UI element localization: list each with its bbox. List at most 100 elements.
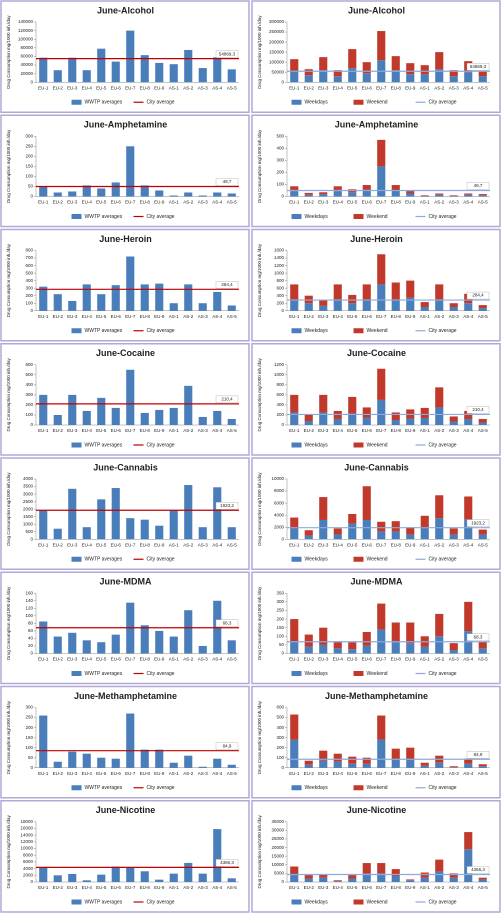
bar-segment bbox=[333, 534, 342, 540]
bar-segment bbox=[348, 875, 357, 879]
y-tick-label: 2500 bbox=[23, 499, 34, 504]
bar bbox=[82, 284, 91, 311]
bar bbox=[97, 642, 106, 654]
bar-segment bbox=[391, 412, 400, 420]
legend-label: City average bbox=[147, 671, 175, 677]
bar-segment bbox=[362, 62, 371, 74]
x-tick-label: EU-5 bbox=[347, 428, 358, 433]
bar-segment bbox=[464, 418, 473, 425]
bar-segment bbox=[478, 308, 487, 311]
bar bbox=[198, 873, 207, 882]
y-tick-label: 80000 bbox=[20, 45, 33, 50]
x-tick-label: AS-4 bbox=[463, 771, 474, 776]
bar-segment bbox=[420, 407, 429, 418]
bar-segment bbox=[348, 878, 357, 882]
x-tick-label: EU-2 bbox=[53, 885, 64, 890]
bar-segment bbox=[333, 761, 342, 768]
bar-segment bbox=[449, 534, 458, 540]
legend-label: City average bbox=[429, 899, 457, 905]
bar-segment bbox=[290, 284, 299, 300]
bar-segment bbox=[333, 753, 342, 762]
bar bbox=[198, 195, 207, 197]
legend-swatch bbox=[71, 671, 82, 676]
y-tick-label: 8000 bbox=[274, 488, 285, 493]
x-tick-label: AS-2 bbox=[183, 428, 194, 433]
y-tick-label: 400 bbox=[276, 293, 284, 298]
y-tick-label: 40000 bbox=[20, 62, 33, 67]
bar bbox=[198, 416, 207, 425]
bar bbox=[198, 303, 207, 311]
y-tick-label: 700 bbox=[25, 255, 33, 260]
city-average-label: 284,4 bbox=[472, 293, 484, 298]
bar-segment bbox=[304, 420, 313, 425]
legend-label: City average bbox=[429, 442, 457, 448]
x-tick-label: AS-5 bbox=[227, 885, 238, 890]
bar-segment bbox=[406, 622, 415, 644]
y-axis-label: Drug Consumption mg/1000 inh./day bbox=[6, 814, 11, 888]
bar-segment bbox=[304, 192, 313, 195]
chart-panel: June-Methamphetamine Drug Consumption mg/… bbox=[0, 685, 250, 799]
bar-segment bbox=[391, 419, 400, 425]
bar bbox=[198, 766, 207, 768]
bar-segment bbox=[391, 641, 400, 654]
y-tick-label: 30000 bbox=[271, 828, 284, 833]
legend-label: City average bbox=[147, 328, 175, 334]
x-tick-label: EU-4 bbox=[333, 885, 344, 890]
legend-label: City average bbox=[147, 899, 175, 905]
x-tick-label: AS-1 bbox=[169, 428, 180, 433]
bar-segment bbox=[304, 634, 313, 647]
x-tick-label: EU-3 bbox=[67, 885, 78, 890]
x-tick-label: EU-6 bbox=[362, 85, 373, 90]
x-tick-label: EU-6 bbox=[362, 771, 373, 776]
x-tick-label: EU-3 bbox=[67, 542, 78, 547]
bar-segment bbox=[304, 303, 313, 311]
bar-segment bbox=[348, 49, 357, 69]
y-tick-label: 6000 bbox=[23, 859, 34, 864]
x-tick-label: EU-8 bbox=[140, 771, 151, 776]
bar bbox=[213, 291, 222, 311]
bar bbox=[97, 48, 106, 83]
legend-label: City average bbox=[429, 557, 457, 563]
x-tick-label: EU-5 bbox=[347, 542, 358, 547]
y-tick-label: 0 bbox=[30, 651, 33, 656]
bar-segment bbox=[319, 750, 328, 761]
x-tick-label: AS-4 bbox=[463, 314, 474, 319]
x-tick-label: AS-1 bbox=[420, 428, 431, 433]
y-axis-label: Drug Consumption mg/1000 inh./day bbox=[257, 129, 262, 203]
x-tick-label: EU-1 bbox=[38, 428, 49, 433]
bar-segment bbox=[435, 194, 444, 197]
x-tick-label: EU-7 bbox=[376, 428, 387, 433]
x-tick-label: AS-2 bbox=[434, 885, 445, 890]
x-tick-label: EU-5 bbox=[96, 314, 107, 319]
bar bbox=[53, 636, 62, 654]
value-label-box bbox=[466, 63, 490, 71]
bar-segment bbox=[362, 863, 371, 874]
x-tick-label: EU-7 bbox=[125, 85, 136, 90]
y-tick-label: 2000 bbox=[23, 506, 34, 511]
y-tick-label: 0 bbox=[30, 79, 33, 84]
x-tick-label: EU-2 bbox=[53, 542, 64, 547]
y-tick-label: 600 bbox=[276, 705, 284, 710]
bar bbox=[169, 510, 178, 540]
y-tick-label: 1200 bbox=[274, 263, 285, 268]
bar-segment bbox=[435, 636, 444, 654]
x-tick-label: EU-8 bbox=[391, 314, 402, 319]
x-tick-label: AS-3 bbox=[198, 657, 209, 662]
bar-segment bbox=[420, 646, 429, 654]
bar bbox=[68, 873, 77, 882]
bar-segment bbox=[478, 194, 487, 196]
x-tick-label: EU-3 bbox=[67, 657, 78, 662]
x-tick-label: EU-2 bbox=[304, 885, 315, 890]
x-tick-label: EU-6 bbox=[111, 771, 122, 776]
x-tick-label: AS-4 bbox=[463, 85, 474, 90]
x-tick-label: EU-9 bbox=[154, 885, 165, 890]
x-tick-label: AS-4 bbox=[212, 200, 223, 205]
bar bbox=[213, 758, 222, 768]
chart-title: June-Heroin bbox=[350, 234, 403, 244]
bar-segment bbox=[362, 486, 371, 520]
bar-segment bbox=[290, 517, 299, 528]
bar-segment bbox=[406, 880, 415, 882]
bar-segment bbox=[319, 877, 328, 882]
bar bbox=[140, 519, 149, 540]
y-tick-label: 20000 bbox=[271, 845, 284, 850]
